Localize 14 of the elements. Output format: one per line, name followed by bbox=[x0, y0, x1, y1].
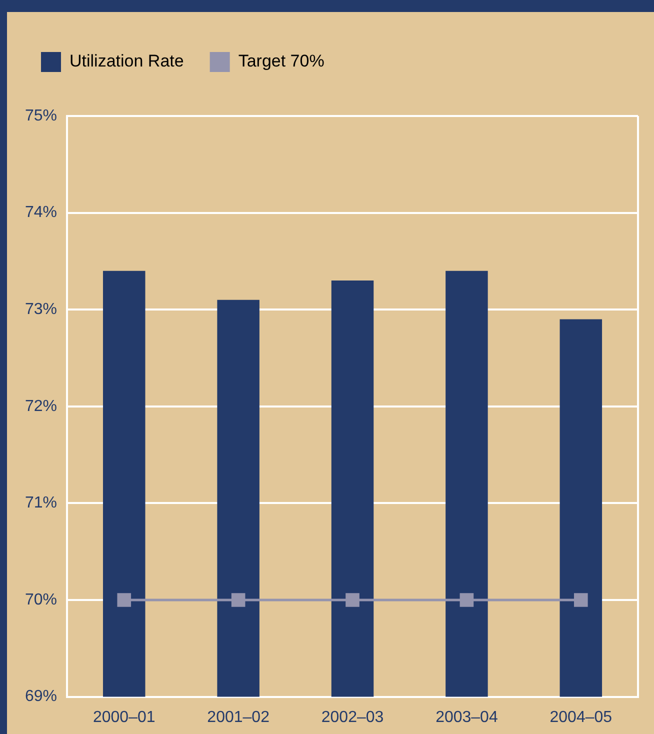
x-tick-label: 2002–03 bbox=[321, 708, 384, 726]
x-tick-label: 2001–02 bbox=[207, 708, 270, 726]
y-tick-label: 73% bbox=[24, 301, 58, 318]
y-tick-label: 74% bbox=[24, 204, 58, 222]
legend-label: Utilization Rate bbox=[70, 52, 184, 71]
y-tick-label: 69% bbox=[24, 688, 58, 706]
y-tick-label: 71% bbox=[24, 494, 58, 512]
y-tick-label: 72% bbox=[24, 398, 58, 415]
x-tick-label: 2004–05 bbox=[550, 708, 612, 726]
y-tick-label: 70% bbox=[24, 591, 58, 608]
y-tick-label: 75% bbox=[24, 107, 58, 124]
x-tick-label: 2000–01 bbox=[92, 708, 156, 726]
legend-label: Target 70% bbox=[238, 52, 324, 71]
x-tick-label: 2003–04 bbox=[436, 708, 498, 726]
